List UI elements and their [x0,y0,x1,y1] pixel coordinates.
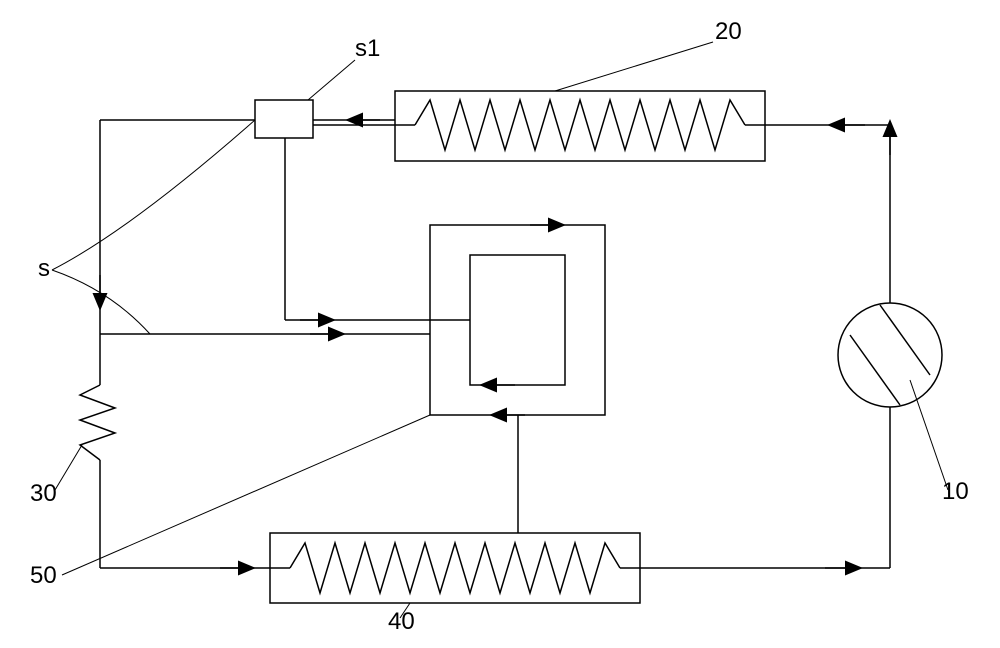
label-40: 40 [388,608,415,636]
flow-arrows [100,120,890,568]
valve-component [255,100,313,138]
compressor-component [838,303,942,407]
label-50: 50 [30,562,57,590]
label-30: 30 [30,480,57,508]
label-s: s [38,255,50,283]
flow-lines [100,120,890,568]
throttle-component [80,385,115,460]
label-s1: s1 [355,35,380,63]
label-20: 20 [715,18,742,46]
condenser-component [395,91,765,161]
evaporator-component [270,533,640,603]
leader-lines [52,42,948,618]
label-10: 10 [942,478,969,506]
